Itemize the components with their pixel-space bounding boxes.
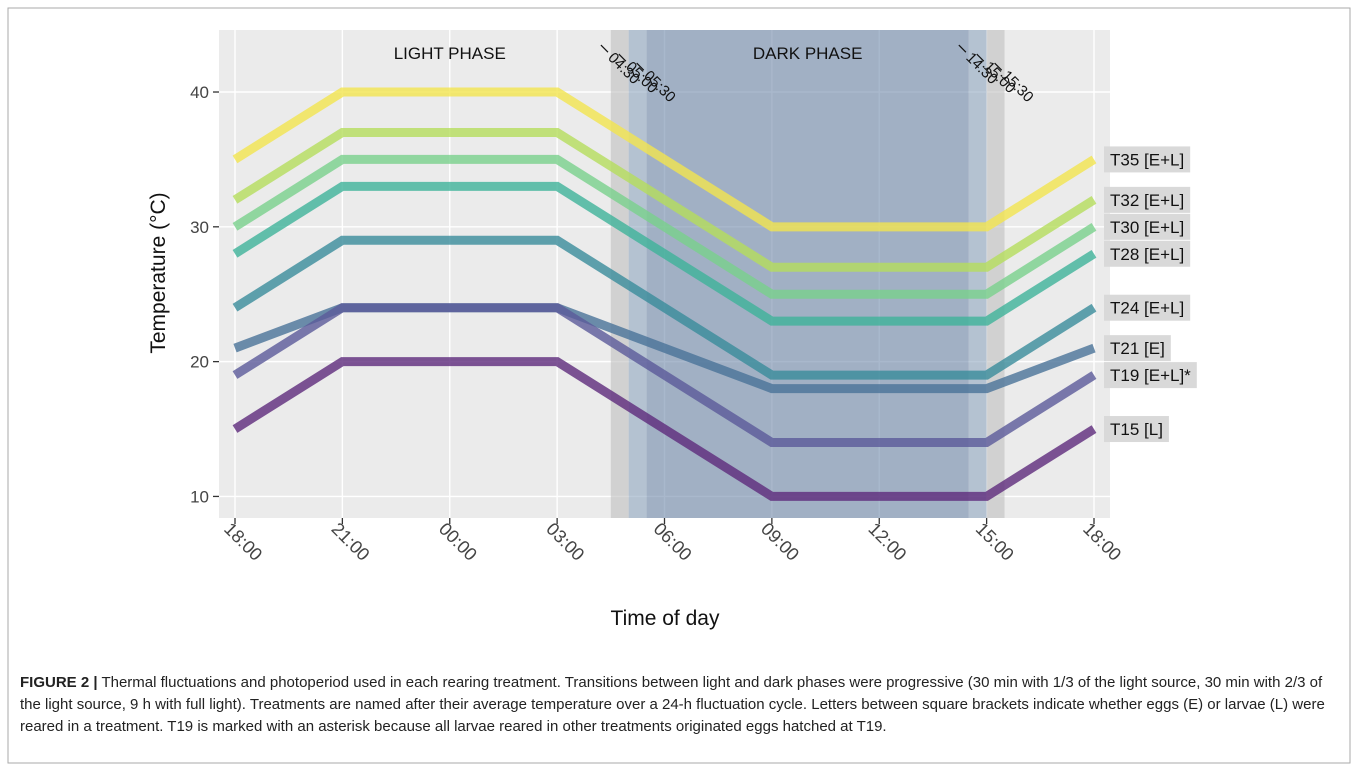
series-label-box (1104, 416, 1169, 443)
caption-text: Thermal fluctuations and photoperiod use… (20, 674, 1325, 735)
y-axis-title: Temperature (°C) (147, 192, 170, 353)
series-label-box (1104, 146, 1191, 173)
x-tick-label: 06:00 (650, 519, 696, 565)
x-tick-label: 00:00 (435, 519, 481, 565)
x-tick-label: 18:00 (220, 519, 266, 565)
series-label: T32 [E+L] (1110, 191, 1184, 210)
phase-band (628, 30, 647, 518)
series-label: T28 [E+L] (1110, 245, 1184, 264)
x-tick-label: 15:00 (972, 519, 1018, 565)
series-line (232, 357, 1097, 501)
caption: FIGURE 2 | Thermal fluctuations and phot… (20, 672, 1338, 738)
series-line (232, 235, 1097, 380)
series-line (232, 87, 1097, 232)
series-label-box (1104, 362, 1197, 389)
series-label: T19 [E+L]* (1110, 366, 1191, 385)
series-label-box (1104, 294, 1191, 321)
series-label: T35 [E+L] (1110, 150, 1184, 169)
y-tick-label: 40 (190, 83, 209, 102)
phase-band (986, 30, 1005, 518)
series-line (232, 127, 1097, 272)
series-line (232, 181, 1097, 326)
series-label: T30 [E+L] (1110, 218, 1184, 237)
series-label-box (1104, 335, 1171, 362)
series-line (232, 303, 1097, 448)
x-tick-label: 21:00 (328, 519, 374, 565)
transition-tick (600, 44, 609, 53)
x-axis-title: Time of day (611, 607, 720, 630)
series-label-box (1104, 186, 1191, 213)
series-label-box (1104, 240, 1191, 267)
transition-tick (618, 53, 627, 62)
series-label-box (1104, 213, 1191, 240)
phase-label: LIGHT PHASE (394, 44, 506, 63)
x-tick-label: 18:00 (1079, 519, 1125, 565)
phase-label: DARK PHASE (753, 44, 863, 63)
phase-band (968, 30, 987, 518)
series-label: T21 [E] (1110, 339, 1165, 358)
x-tick-label: 03:00 (542, 519, 588, 565)
y-tick-label: 20 (190, 353, 209, 372)
series-line (232, 154, 1097, 299)
caption-label: FIGURE 2 | (20, 674, 98, 691)
x-tick-label: 09:00 (757, 519, 803, 565)
transition-tick (994, 62, 1003, 71)
y-tick-label: 10 (190, 487, 209, 506)
series-label: T15 [L] (1110, 420, 1163, 439)
frame (7, 7, 1351, 764)
x-tick-label: 12:00 (864, 519, 910, 565)
y-tick-label: 30 (190, 218, 209, 237)
transition-tick (636, 62, 645, 71)
series-label: T24 [E+L] (1110, 299, 1184, 318)
transition-tick (976, 53, 985, 62)
transition-tick (958, 44, 967, 53)
